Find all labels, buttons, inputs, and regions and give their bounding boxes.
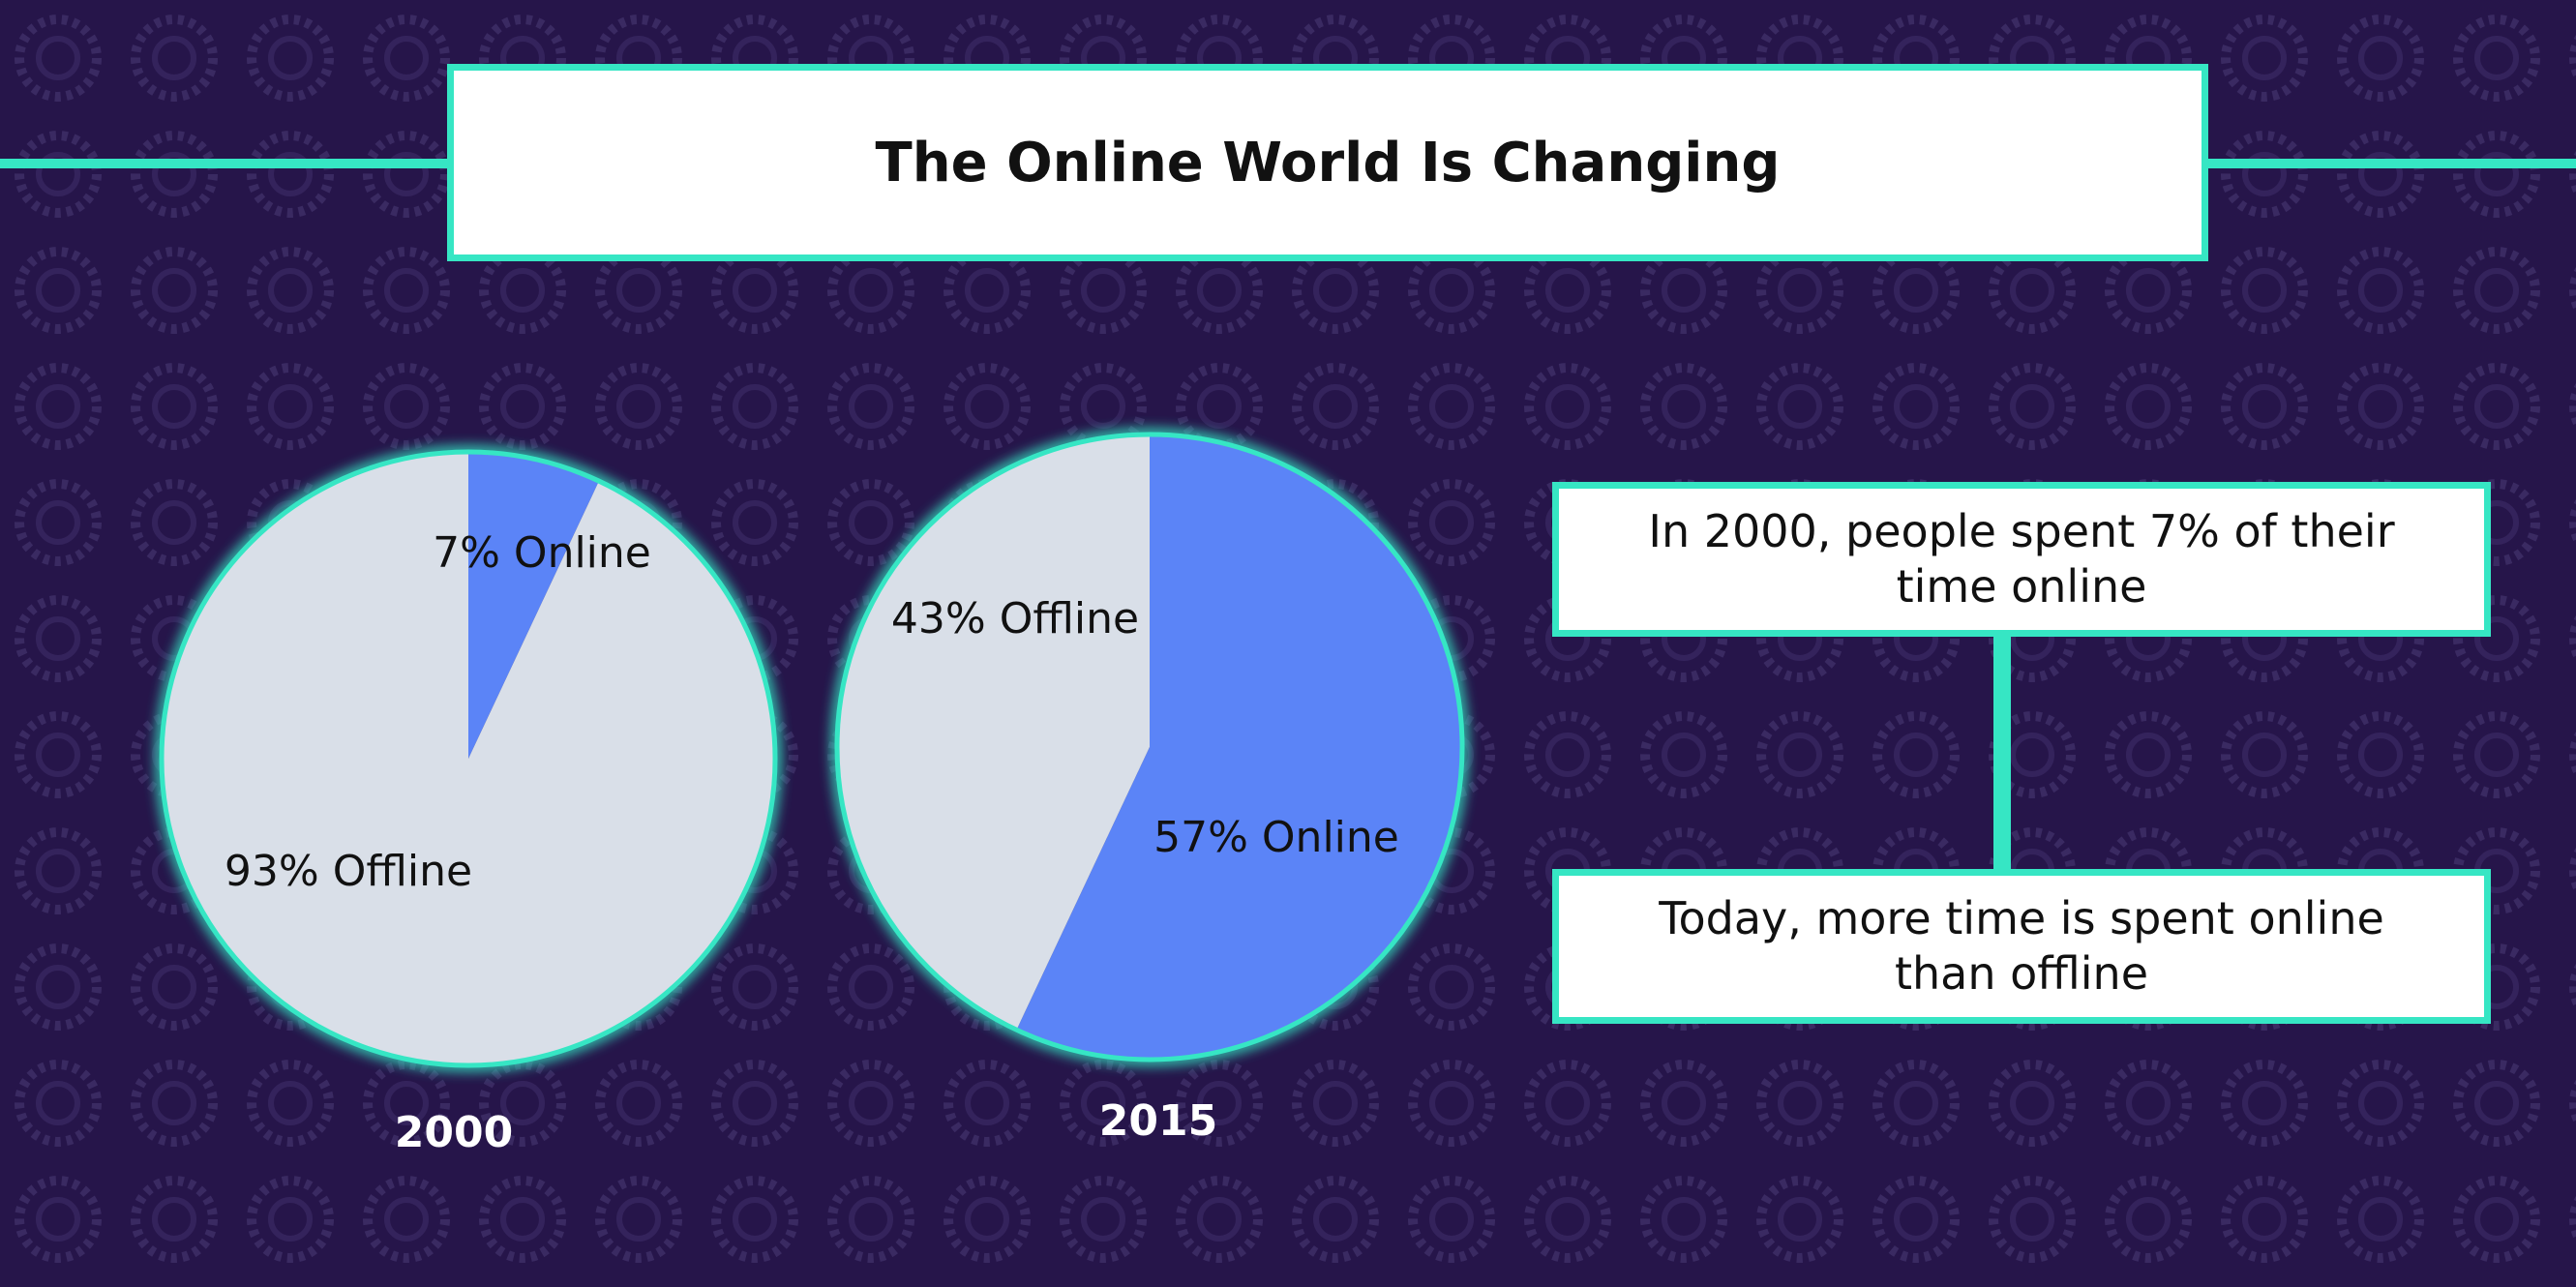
note: Today, more time is spent online than of… [1659, 891, 2384, 1001]
connector [1993, 629, 2011, 877]
slice-label: 7% Online [433, 528, 651, 578]
pie-slice [1016, 434, 1463, 1060]
slice-label: 43% Offline [891, 594, 1139, 644]
pie-border [834, 432, 1465, 1063]
note-box: In 2000, people spent 7% of their time o… [1552, 482, 2491, 637]
note: In 2000, people spent 7% of their time o… [1648, 504, 2395, 614]
note-box: Today, more time is spent online than of… [1552, 869, 2491, 1024]
title-rule-right [2197, 159, 2576, 168]
pie-label: 2000 [395, 1108, 513, 1157]
title: The Online World Is Changing [875, 131, 1781, 195]
slice-label: 93% Offline [225, 847, 472, 896]
pie-slice [468, 452, 599, 759]
pie-border [159, 449, 778, 1068]
pie-slice [836, 434, 1150, 1031]
title-box: The Online World Is Changing [447, 64, 2208, 261]
title-rule-left [0, 159, 455, 168]
slice-label: 57% Online [1153, 813, 1399, 862]
pie-slice [161, 452, 776, 1066]
pie-label: 2015 [1099, 1096, 1217, 1146]
